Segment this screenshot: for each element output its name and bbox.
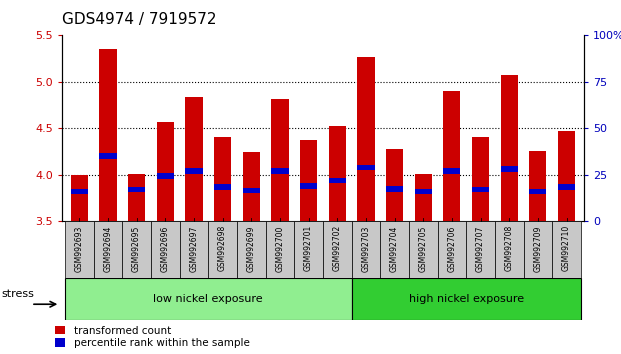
Bar: [415, 189, 432, 194]
Bar: [128, 174, 145, 221]
Bar: [71, 189, 88, 194]
Bar: [472, 187, 489, 193]
Bar: [357, 57, 374, 221]
Text: GSM992700: GSM992700: [276, 225, 284, 272]
Text: high nickel exposure: high nickel exposure: [409, 294, 524, 304]
Bar: [237, 221, 266, 278]
Bar: [501, 166, 518, 172]
Bar: [415, 174, 432, 221]
Text: GSM992693: GSM992693: [75, 225, 84, 272]
Bar: [351, 278, 581, 320]
Bar: [409, 221, 438, 278]
Bar: [300, 183, 317, 189]
Bar: [329, 126, 346, 221]
Bar: [271, 168, 289, 174]
Bar: [524, 221, 552, 278]
Legend: transformed count, percentile rank within the sample: transformed count, percentile rank withi…: [55, 326, 250, 348]
Bar: [71, 175, 88, 221]
Bar: [386, 149, 403, 221]
Bar: [558, 131, 575, 221]
Bar: [185, 97, 202, 221]
Bar: [443, 91, 461, 221]
Text: GSM992698: GSM992698: [218, 225, 227, 272]
Text: GSM992696: GSM992696: [161, 225, 170, 272]
Bar: [99, 49, 117, 221]
Text: GSM992706: GSM992706: [447, 225, 456, 272]
Text: GSM992705: GSM992705: [419, 225, 428, 272]
Bar: [65, 278, 351, 320]
Bar: [386, 186, 403, 192]
Bar: [151, 221, 179, 278]
Bar: [243, 152, 260, 221]
Bar: [558, 184, 575, 190]
Bar: [243, 188, 260, 193]
Bar: [214, 137, 231, 221]
Bar: [552, 221, 581, 278]
Bar: [466, 221, 495, 278]
Text: GSM992710: GSM992710: [562, 225, 571, 272]
Text: GDS4974 / 7919572: GDS4974 / 7919572: [62, 12, 217, 27]
Bar: [294, 221, 323, 278]
Bar: [266, 221, 294, 278]
Bar: [495, 221, 524, 278]
Text: GSM992709: GSM992709: [533, 225, 542, 272]
Bar: [94, 221, 122, 278]
Bar: [529, 189, 546, 194]
Bar: [529, 151, 546, 221]
Text: stress: stress: [1, 289, 34, 299]
Bar: [128, 187, 145, 193]
Bar: [472, 137, 489, 221]
Text: GSM992702: GSM992702: [333, 225, 342, 272]
Bar: [179, 221, 208, 278]
Text: low nickel exposure: low nickel exposure: [153, 294, 263, 304]
Bar: [185, 168, 202, 174]
Text: GSM992707: GSM992707: [476, 225, 485, 272]
Bar: [443, 168, 461, 174]
Bar: [300, 141, 317, 221]
Bar: [122, 221, 151, 278]
Text: GSM992701: GSM992701: [304, 225, 313, 272]
Text: GSM992704: GSM992704: [390, 225, 399, 272]
Bar: [99, 153, 117, 159]
Bar: [380, 221, 409, 278]
Bar: [214, 184, 231, 190]
Bar: [65, 221, 94, 278]
Bar: [329, 178, 346, 183]
Bar: [438, 221, 466, 278]
Text: GSM992703: GSM992703: [361, 225, 370, 272]
Text: GSM992697: GSM992697: [189, 225, 199, 272]
Bar: [357, 165, 374, 170]
Bar: [323, 221, 351, 278]
Bar: [156, 122, 174, 221]
Bar: [351, 221, 380, 278]
Text: GSM992694: GSM992694: [104, 225, 112, 272]
Bar: [208, 221, 237, 278]
Bar: [501, 75, 518, 221]
Bar: [156, 173, 174, 178]
Text: GSM992708: GSM992708: [505, 225, 514, 272]
Text: GSM992695: GSM992695: [132, 225, 141, 272]
Text: GSM992699: GSM992699: [247, 225, 256, 272]
Bar: [271, 98, 289, 221]
